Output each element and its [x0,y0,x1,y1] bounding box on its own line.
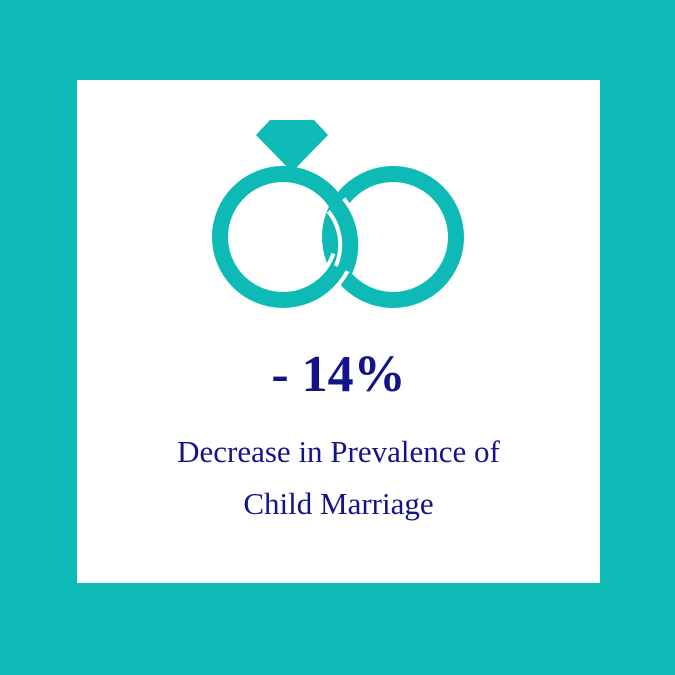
caption-line: Child Marriage [243,486,434,521]
ring-right [322,166,464,308]
caption-line: Decrease in Prevalence of [177,434,500,469]
stat: - 14% [271,346,406,403]
ring-right-arc [329,199,359,274]
diamond [256,120,328,172]
card [77,80,600,583]
